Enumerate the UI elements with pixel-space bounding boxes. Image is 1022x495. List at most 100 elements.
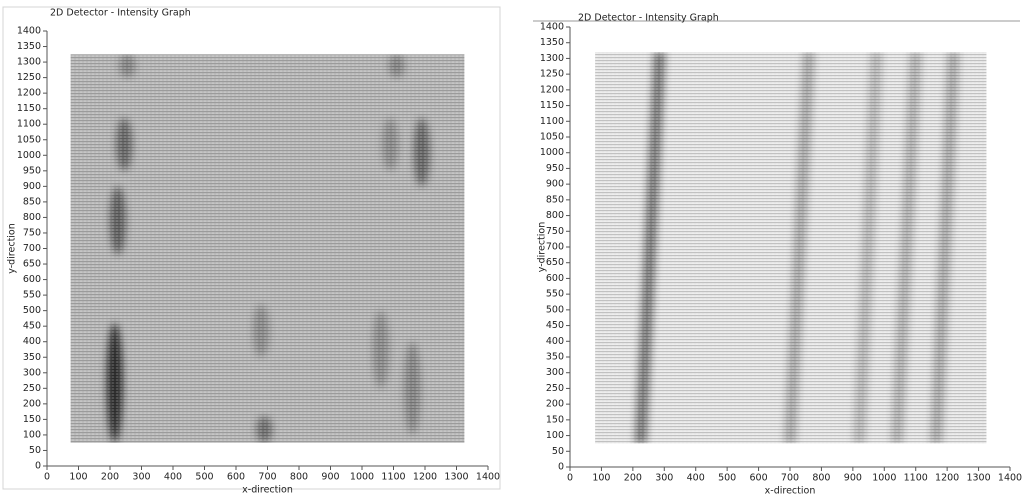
y-tick-label: 400: [546, 336, 564, 347]
chart: 2D Detector - Intensity Graph x-direction…: [7, 8, 501, 495]
y-tick-label: 1000: [540, 147, 564, 158]
x-tick-label: 200: [101, 472, 119, 483]
x-axis-label: x-direction: [242, 485, 293, 495]
y-tick-label: 1200: [17, 88, 41, 99]
y-tick-label: 1250: [17, 72, 41, 83]
y-tick-label: 700: [546, 242, 564, 253]
x-tick-label: 900: [321, 472, 339, 483]
y-axis-label: y-direction: [7, 223, 18, 274]
y-tick-label: 1000: [17, 150, 41, 161]
y-tick-label: 300: [23, 367, 41, 378]
y-tick-label: 450: [23, 321, 41, 332]
chart-title: 2D Detector - Intensity Graph: [50, 8, 191, 19]
x-tick-label: 400: [687, 473, 705, 484]
y-tick-label: 1200: [540, 84, 564, 95]
y-tick-label: 1100: [540, 116, 564, 127]
y-tick-label: 750: [23, 227, 41, 238]
y-tick-label: 850: [23, 196, 41, 207]
y-tick-label: 950: [546, 163, 564, 174]
y-tick-label: 700: [23, 243, 41, 254]
x-tick-label: 1000: [872, 473, 896, 484]
y-tick-label: 50: [552, 446, 564, 457]
panel-frame: [2, 6, 501, 490]
y-tick-label: 900: [546, 179, 564, 190]
y-tick-label: 1050: [17, 134, 41, 145]
x-tick-label: 600: [227, 472, 245, 483]
y-tick-label: 200: [23, 398, 41, 409]
y-tick-label: 300: [546, 367, 564, 378]
y-tick-label: 600: [23, 274, 41, 285]
x-tick-label: 800: [290, 472, 308, 483]
y-tick-label: 0: [558, 462, 564, 473]
y-tick-label: 600: [546, 273, 564, 284]
y-tick-label: 850: [546, 194, 564, 205]
x-tick-label: 1100: [904, 473, 928, 484]
y-tick-label: 400: [23, 336, 41, 347]
x-tick-label: 500: [718, 473, 736, 484]
x-tick-label: 1400: [998, 473, 1022, 484]
x-tick-label: 300: [655, 473, 673, 484]
y-tick-label: 900: [23, 181, 41, 192]
x-tick-label: 0: [44, 472, 50, 483]
y-tick-label: 1100: [17, 119, 41, 130]
x-tick-label: 1200: [413, 472, 437, 483]
y-tick-label: 450: [546, 320, 564, 331]
x-axis-label: x-direction: [765, 486, 816, 495]
x-tick-label: 700: [781, 473, 799, 484]
x-tick-label: 400: [164, 472, 182, 483]
y-tick-label: 350: [546, 352, 564, 363]
y-tick-label: 100: [23, 429, 41, 440]
y-tick-label: 1400: [540, 22, 564, 33]
y-tick-label: 1350: [17, 41, 41, 52]
y-tick-label: 1150: [540, 100, 564, 111]
y-tick-label: 1400: [17, 26, 41, 37]
noise-texture: [595, 52, 987, 444]
y-tick-label: 550: [546, 289, 564, 300]
y-tick-label: 750: [546, 226, 564, 237]
y-tick-label: 1350: [540, 37, 564, 48]
x-tick-label: 100: [592, 473, 610, 484]
y-tick-label: 250: [546, 383, 564, 394]
y-tick-label: 1250: [540, 69, 564, 80]
x-tick-label: 0: [567, 473, 573, 484]
x-tick-label: 200: [624, 473, 642, 484]
x-tick-label: 1400: [476, 472, 500, 483]
y-tick-label: 200: [546, 399, 564, 410]
y-tick-label: 1300: [17, 57, 41, 68]
x-tick-label: 1300: [444, 472, 468, 483]
y-tick-label: 550: [23, 290, 41, 301]
x-tick-label: 1000: [350, 472, 374, 483]
x-tick-label: 1300: [966, 473, 990, 484]
y-tick-label: 50: [29, 445, 41, 456]
x-tick-label: 300: [132, 472, 150, 483]
y-tick-label: 650: [23, 259, 41, 270]
y-tick-label: 950: [23, 165, 41, 176]
y-tick-label: 800: [23, 212, 41, 223]
x-tick-label: 600: [750, 473, 768, 484]
y-tick-label: 150: [23, 414, 41, 425]
x-tick-label: 900: [844, 473, 862, 484]
y-tick-label: 100: [546, 430, 564, 441]
y-tick-label: 500: [546, 304, 564, 315]
y-tick-label: 500: [23, 305, 41, 316]
x-tick-label: 1100: [381, 472, 405, 483]
x-tick-label: 500: [195, 472, 213, 483]
y-tick-label: 1150: [17, 103, 41, 114]
chart: 2D Detector - Intensity Graph x-direction…: [537, 13, 1022, 495]
y-tick-label: 650: [546, 257, 564, 268]
y-tick-label: 1300: [540, 53, 564, 64]
x-tick-label: 1200: [935, 473, 959, 484]
y-tick-label: 350: [23, 352, 41, 363]
y-axis-label: y-direction: [537, 222, 548, 273]
y-tick-label: 800: [546, 210, 564, 221]
y-tick-label: 1050: [540, 132, 564, 143]
y-tick-label: 150: [546, 414, 564, 425]
y-tick-label: 250: [23, 383, 41, 394]
x-tick-label: 700: [258, 472, 276, 483]
y-tick-label: 0: [35, 461, 41, 472]
x-tick-label: 100: [69, 472, 87, 483]
x-tick-label: 800: [812, 473, 830, 484]
noise-texture: [70, 54, 465, 443]
chart-title: 2D Detector - Intensity Graph: [578, 13, 719, 24]
